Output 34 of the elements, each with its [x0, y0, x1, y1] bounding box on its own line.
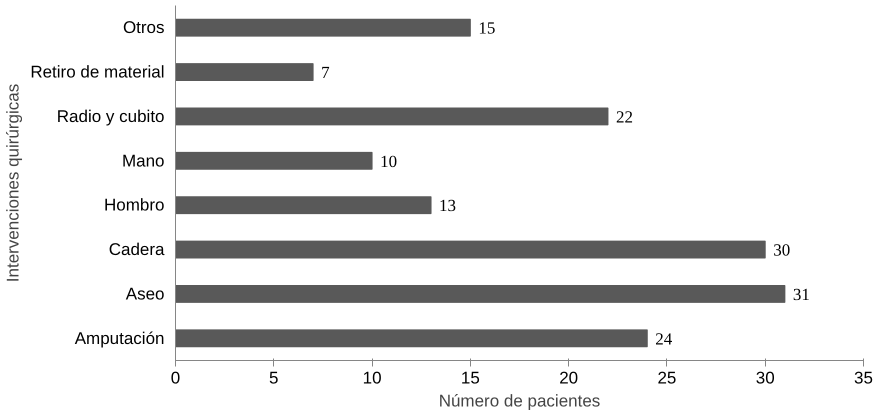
bar: [176, 152, 373, 170]
x-tick-label: 15: [460, 368, 480, 388]
y-tick-label: Aseo: [126, 284, 164, 304]
y-tick-label: Hombro: [104, 196, 165, 215]
x-tick-label: 25: [657, 368, 676, 388]
data-label: 31: [792, 284, 810, 304]
data-label: 24: [655, 329, 673, 348]
data-label: 15: [478, 18, 496, 38]
y-tick-label: Otros: [122, 18, 164, 38]
bar: [176, 108, 608, 126]
y-tick-label: Mano: [122, 151, 165, 170]
data-label: 30: [773, 240, 790, 260]
x-tick-label: 5: [269, 368, 279, 388]
y-tick-label: Radio y cubito: [56, 106, 165, 126]
bar: [176, 329, 648, 348]
y-tick-label: Amputación: [74, 328, 165, 348]
y-tick-label: Retiro de material: [30, 62, 165, 82]
x-tick-label: 0: [170, 368, 180, 388]
bar: [176, 285, 786, 303]
x-tick-label: 20: [559, 368, 578, 388]
data-label: 7: [321, 63, 330, 82]
bar: [176, 18, 471, 37]
data-label: 10: [380, 152, 398, 171]
y-axis-title: Intervenciones quirúrgicas: [3, 84, 22, 282]
data-label: 13: [439, 196, 456, 216]
x-tick-label: 10: [362, 368, 382, 388]
bar: [176, 240, 766, 258]
bar: [176, 63, 314, 81]
x-tick-label: 35: [854, 368, 873, 388]
x-axis-title: Número de pacientes: [438, 392, 600, 410]
data-label: 22: [616, 107, 633, 126]
x-tick-label: 30: [756, 368, 775, 388]
bar: [176, 196, 432, 214]
y-tick-label: Cadera: [108, 240, 166, 260]
